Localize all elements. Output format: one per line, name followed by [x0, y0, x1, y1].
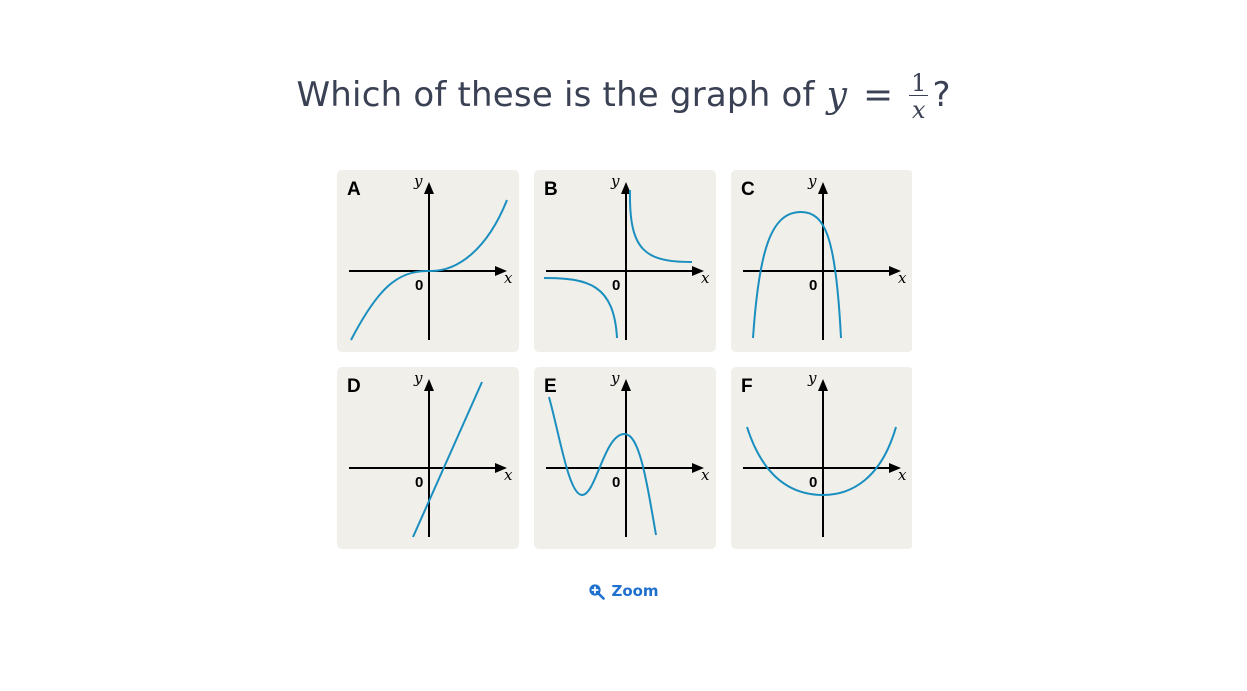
x-axis-arrow [889, 463, 901, 473]
panel-letter: A [347, 179, 361, 200]
panel-background [731, 367, 912, 549]
x-axis-label: x [898, 466, 907, 484]
y-axis-arrow [424, 182, 434, 194]
panel-letter: E [544, 376, 557, 397]
y-axis-arrow [818, 379, 828, 391]
zoom-button[interactable]: Zoom [588, 582, 659, 600]
origin-label: 0 [612, 474, 620, 491]
y-axis-arrow [818, 182, 828, 194]
question-text: Which of these is the graph of [296, 75, 815, 115]
x-axis-arrow [495, 266, 507, 276]
y-axis-label: y [610, 369, 620, 387]
question-mark: ? [932, 75, 951, 115]
math-equals: = [863, 74, 894, 116]
origin-label: 0 [415, 474, 423, 491]
zoom-in-icon [589, 583, 606, 600]
math-fraction: 1 x [909, 68, 929, 124]
y-axis-label: y [413, 172, 423, 190]
y-axis-arrow [621, 379, 631, 391]
y-axis-arrow [424, 379, 434, 391]
origin-label: 0 [809, 277, 817, 294]
x-axis-label: x [701, 466, 710, 484]
zoom-label: Zoom [611, 582, 659, 600]
fraction-denominator: x [912, 95, 926, 124]
y-axis-arrow [621, 182, 631, 194]
x-axis-arrow [889, 266, 901, 276]
origin-label: 0 [809, 474, 817, 491]
x-axis-label: x [504, 466, 513, 484]
y-axis-label: y [807, 172, 817, 190]
panel-letter: F [741, 376, 753, 397]
curve [350, 199, 508, 341]
y-axis-label: y [413, 369, 423, 387]
question-prompt: Which of these is the graph of y = 1 x ? [0, 60, 1247, 130]
panel-letter: C [741, 179, 755, 200]
curve [412, 381, 483, 538]
x-axis-arrow [495, 463, 507, 473]
curve [543, 277, 618, 339]
panel-letter: D [347, 376, 361, 397]
x-axis-label: x [504, 269, 513, 287]
origin-label: 0 [612, 277, 620, 294]
curve [548, 396, 657, 536]
curve [628, 189, 693, 263]
x-axis-label: x [701, 269, 710, 287]
x-axis-arrow [692, 266, 704, 276]
panel-letter: B [544, 179, 558, 200]
math-var-y: y [826, 74, 847, 116]
origin-label: 0 [415, 277, 423, 294]
curve [752, 210, 842, 339]
fraction-numerator: 1 [909, 68, 929, 97]
x-axis-label: x [898, 269, 907, 287]
y-axis-label: y [807, 369, 817, 387]
panel-background [731, 170, 912, 352]
curve [746, 426, 897, 497]
y-axis-label: y [610, 172, 620, 190]
x-axis-arrow [692, 463, 704, 473]
